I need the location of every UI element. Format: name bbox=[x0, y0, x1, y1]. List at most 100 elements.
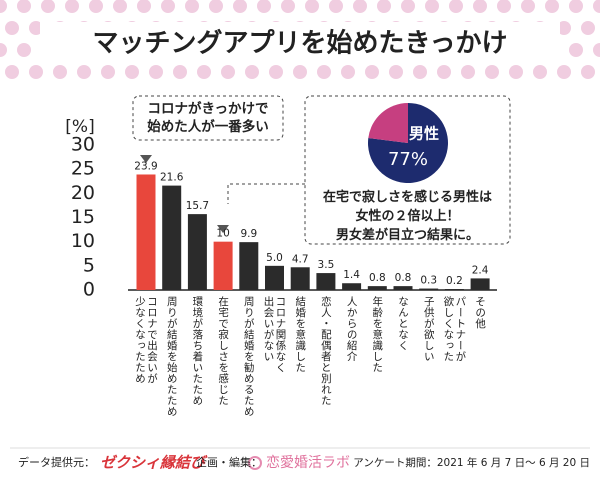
dot bbox=[521, 0, 535, 13]
bar bbox=[393, 286, 413, 290]
value-label: 4.7 bbox=[292, 253, 309, 265]
source-brand: ゼクシィ縁結び bbox=[100, 454, 208, 472]
value-label: 5.0 bbox=[266, 252, 283, 264]
dot bbox=[185, 0, 199, 13]
dot bbox=[557, 65, 571, 79]
dot bbox=[533, 65, 547, 79]
dot bbox=[317, 65, 331, 79]
dot bbox=[113, 0, 127, 13]
value-label: 0.3 bbox=[420, 275, 437, 287]
connector bbox=[227, 183, 305, 204]
x-tick-label: コロナ関係なく 出会いがない bbox=[262, 296, 287, 373]
dot bbox=[5, 21, 19, 35]
dot bbox=[305, 0, 319, 13]
x-tick-label: コロナで出会いが 少なくなったため bbox=[134, 296, 158, 384]
dot bbox=[497, 0, 511, 13]
bar bbox=[213, 241, 233, 290]
dot bbox=[425, 0, 439, 13]
dot bbox=[17, 43, 31, 57]
footer-label: 企画・編集： bbox=[196, 455, 262, 469]
bar bbox=[290, 267, 310, 290]
pie-label: 男性 bbox=[409, 125, 439, 143]
y-tick-label: 20 bbox=[71, 182, 95, 204]
dot bbox=[365, 65, 379, 79]
dot bbox=[437, 65, 451, 79]
dot bbox=[485, 65, 499, 79]
bar bbox=[470, 278, 490, 290]
dot bbox=[545, 0, 559, 13]
y-axis-label: [%] bbox=[65, 117, 94, 137]
dot bbox=[0, 43, 7, 57]
dot bbox=[389, 65, 403, 79]
value-label: 0.2 bbox=[446, 275, 463, 287]
bar bbox=[187, 214, 207, 290]
footer-label: データ提供元： bbox=[18, 455, 95, 469]
value-label: 2.4 bbox=[472, 264, 489, 276]
dot bbox=[173, 65, 187, 79]
dot bbox=[89, 0, 103, 13]
x-tick-label: その他 bbox=[474, 296, 487, 329]
dot bbox=[197, 65, 211, 79]
bar bbox=[162, 185, 182, 290]
pie-note: 在宅で寂しさを感じる男性は 女性の２倍以上！ 男女差が目立つ結果に。 bbox=[322, 190, 492, 243]
dot bbox=[17, 0, 31, 13]
value-label: 0.8 bbox=[395, 272, 412, 284]
dot bbox=[569, 0, 583, 13]
x-tick-label: パートナーが 欲しくなった bbox=[442, 296, 467, 362]
annotation: コロナがきっかけで 始めた人が一番多い bbox=[147, 101, 269, 135]
pie-value-label: 77% bbox=[388, 149, 428, 170]
bar bbox=[265, 265, 284, 290]
x-tick-label: 子供が欲しい bbox=[422, 296, 435, 362]
dot bbox=[221, 65, 235, 79]
dot bbox=[593, 0, 600, 13]
logo-icon bbox=[248, 456, 262, 470]
dot bbox=[149, 65, 163, 79]
x-tick-label: 恋人・配偶者と別れた bbox=[319, 296, 332, 406]
y-tick-label: 0 bbox=[83, 279, 95, 301]
dot bbox=[413, 65, 427, 79]
bar bbox=[316, 273, 336, 290]
dot bbox=[281, 0, 295, 13]
dot bbox=[581, 65, 595, 79]
pointer bbox=[217, 225, 229, 233]
dot bbox=[77, 65, 91, 79]
x-tick-label: 在宅で寂しさを感じた bbox=[217, 296, 230, 406]
bar bbox=[444, 289, 464, 290]
x-tick-label: 環境が落ち着いたため bbox=[191, 296, 204, 406]
y-tick-label: 30 bbox=[71, 134, 95, 156]
y-tick-label: 25 bbox=[71, 158, 95, 180]
y-tick-label: 15 bbox=[71, 206, 95, 228]
x-tick-label: 人からの紹介 bbox=[345, 296, 358, 362]
dot bbox=[473, 0, 487, 13]
dot bbox=[245, 65, 259, 79]
dot bbox=[401, 0, 415, 13]
dot bbox=[461, 65, 475, 79]
dot bbox=[161, 0, 175, 13]
value-label: 0.8 bbox=[369, 272, 386, 284]
dot bbox=[569, 43, 583, 57]
dot bbox=[341, 65, 355, 79]
x-tick-label: 周りが結婚を始めたため bbox=[165, 296, 178, 417]
dot bbox=[137, 0, 151, 13]
x-tick-label: 年齢を意識した bbox=[371, 296, 384, 373]
dot bbox=[5, 65, 19, 79]
y-tick-label: 10 bbox=[71, 230, 95, 252]
x-tick-label: 周りが結婚を勧めるため bbox=[242, 296, 255, 417]
x-tick-label: なんとなく bbox=[397, 296, 409, 351]
bar bbox=[136, 174, 156, 290]
dot bbox=[329, 0, 343, 13]
dot bbox=[581, 21, 595, 35]
survey-period: アンケート期間：2021 年 6 月 7 日～ 6 月 20 日 bbox=[353, 456, 590, 469]
dot bbox=[0, 0, 7, 13]
dot bbox=[293, 65, 307, 79]
value-label: 21.6 bbox=[160, 172, 184, 184]
dot bbox=[593, 43, 600, 57]
value-label: 10 bbox=[216, 228, 229, 240]
pointer bbox=[140, 155, 152, 163]
callout-box bbox=[132, 95, 284, 141]
value-label: 23.9 bbox=[134, 160, 157, 172]
editor-brand: 恋愛婚活ラボ bbox=[266, 454, 350, 471]
dot bbox=[101, 65, 115, 79]
